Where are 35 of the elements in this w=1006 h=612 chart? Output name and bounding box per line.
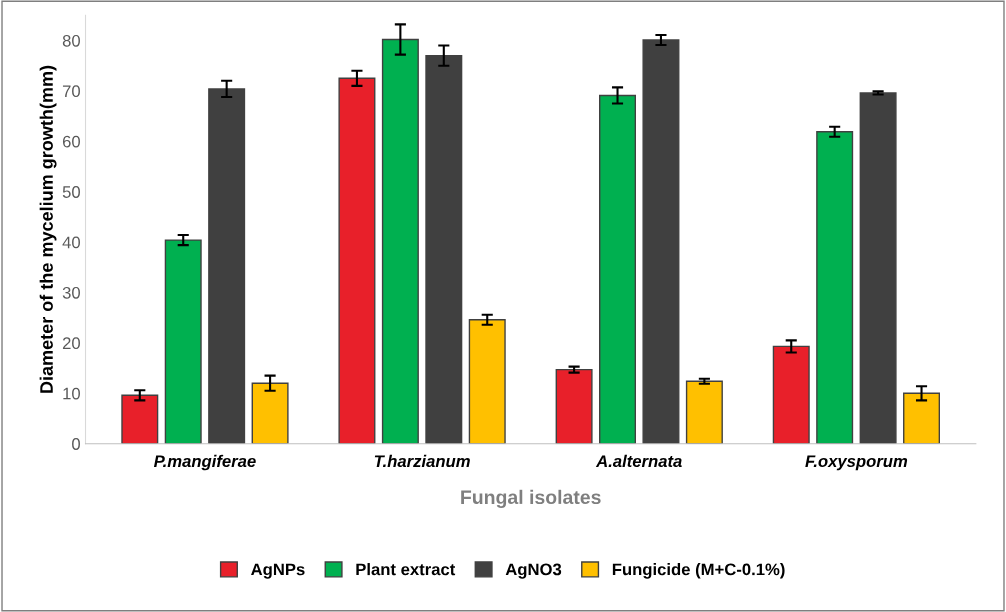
legend-label: Plant extract [356,563,456,576]
legend-label: Fungicide (M+C-0.1%) [612,563,785,579]
y-tick-label: 40 [62,236,80,249]
bar [121,394,159,444]
x-tick-label: T.harzianum [374,454,470,468]
y-tick-label: 70 [62,85,80,98]
bar [859,92,897,444]
x-tick-label: F.oxysporum [805,455,908,471]
y-tick-label: 20 [62,337,80,350]
bar [772,345,810,444]
bar [555,368,593,444]
bar [903,392,941,444]
x-tick-label: A.alternata [595,454,682,468]
x-tick-label: P.mangiferae [153,454,256,471]
bar [816,131,854,444]
y-tick-label: 10 [63,387,80,400]
y-axis-title: Diameter of the mycelium growth(mm) [39,65,57,393]
legend-label: AgNO3 [505,563,562,579]
bar [599,94,637,444]
y-tick-label: 60 [62,135,80,148]
bar [338,77,376,444]
bar [251,382,289,444]
bar [164,239,202,444]
bar [425,54,463,444]
bar [642,39,680,444]
y-tick-label: 80 [62,34,80,47]
legend-label: AgNPs [251,563,305,579]
bar [685,380,723,444]
y-tick-label: 0 [72,438,80,450]
bar [208,88,246,444]
bar [468,319,506,444]
y-tick-label: 50 [62,186,80,198]
x-axis-title: Fungal isolates [461,489,601,508]
bar [381,38,419,444]
y-tick-label: 30 [62,286,80,299]
